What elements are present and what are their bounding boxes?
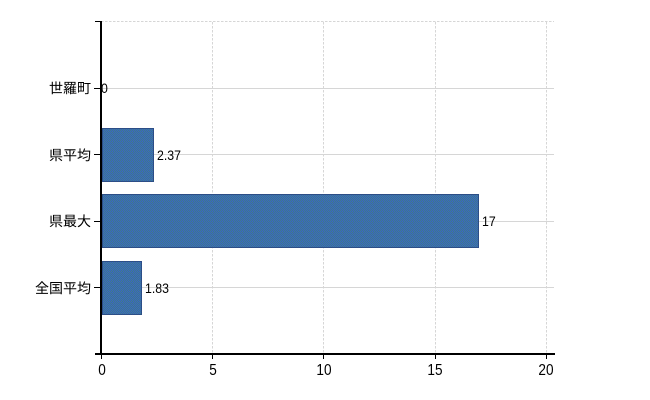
value-label: 2.37 xyxy=(156,146,181,163)
x-axis-tick xyxy=(212,355,214,359)
y-axis-tick xyxy=(94,287,101,289)
category-label-glyphs xyxy=(49,81,91,95)
bar-2 xyxy=(102,194,480,249)
x-tick-label: 10 xyxy=(316,362,332,379)
category-gridline xyxy=(102,154,554,156)
x-tick-label: 5 xyxy=(208,362,217,379)
category-label xyxy=(35,279,91,297)
bar-3 xyxy=(102,260,143,315)
category-gridline xyxy=(102,87,554,89)
x-axis-tick xyxy=(434,355,436,359)
plot-area-top-border xyxy=(101,21,554,22)
kanji-glyph xyxy=(49,148,63,162)
kanji-glyph xyxy=(35,280,49,294)
category-label xyxy=(49,146,91,164)
x-tick-label: 0 xyxy=(97,362,106,379)
kanji-glyph xyxy=(77,280,91,294)
y-axis-tick xyxy=(94,154,101,156)
kanji-glyph xyxy=(78,82,91,95)
kanji-glyph xyxy=(63,149,77,162)
y-axis-tick xyxy=(94,87,101,89)
y-axis-tick xyxy=(94,220,101,222)
kanji-glyph xyxy=(77,214,91,228)
x-axis-tick xyxy=(101,355,102,359)
x-tick-label: 15 xyxy=(427,362,443,379)
value-label: 0 xyxy=(100,80,108,97)
category-label-glyphs xyxy=(49,148,91,162)
kanji-glyph xyxy=(50,281,62,294)
bar-1 xyxy=(102,127,155,182)
y-axis-top-tick xyxy=(95,21,102,22)
x-tick-label: 20 xyxy=(538,362,554,379)
kanji-glyph xyxy=(63,82,77,95)
x-axis-line xyxy=(95,353,555,355)
value-label: 17 xyxy=(481,213,496,230)
kanji-glyph xyxy=(63,214,77,228)
category-label-glyphs xyxy=(35,280,91,294)
x-gridline xyxy=(545,22,547,354)
value-label: 1.83 xyxy=(144,279,169,296)
kanji-glyph xyxy=(49,215,63,228)
kanji-glyph xyxy=(63,281,77,294)
category-label xyxy=(49,79,91,97)
category-gridline xyxy=(102,287,554,289)
kanji-glyph xyxy=(49,81,63,95)
kanji-glyph xyxy=(77,148,91,162)
x-gridline xyxy=(212,22,214,354)
x-gridline xyxy=(323,22,325,354)
x-gridline xyxy=(434,22,436,354)
category-label xyxy=(49,212,91,230)
y-axis-line xyxy=(100,21,102,355)
x-axis-tick xyxy=(323,355,325,359)
category-label-glyphs xyxy=(49,214,91,228)
x-axis-tick xyxy=(545,355,547,359)
